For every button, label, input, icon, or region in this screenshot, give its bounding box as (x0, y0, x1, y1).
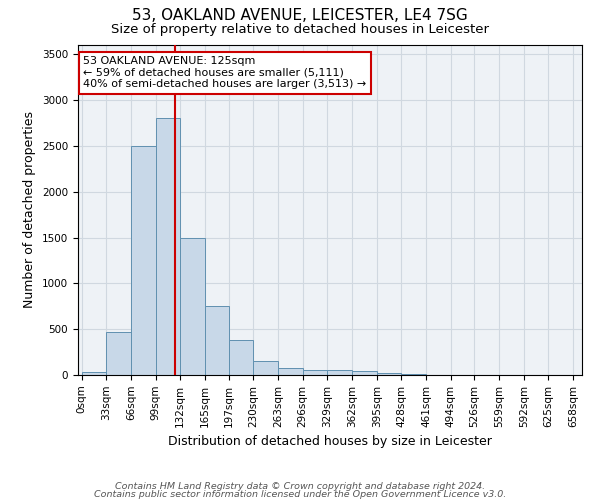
Bar (131, 146, 155, 375)
Text: Contains HM Land Registry data © Crown copyright and database right 2024.: Contains HM Land Registry data © Crown c… (115, 482, 485, 491)
Bar (229, 340, 253, 375)
Text: Contains public sector information licensed under the Open Government Licence v3: Contains public sector information licen… (94, 490, 506, 499)
Bar (82, 372, 106, 375)
Bar (253, 361, 278, 375)
Text: 53 OAKLAND AVENUE: 125sqm
← 59% of detached houses are smaller (5,111)
40% of se: 53 OAKLAND AVENUE: 125sqm ← 59% of detac… (83, 56, 367, 89)
Bar (205, 306, 229, 375)
Bar (401, 374, 426, 375)
Text: Size of property relative to detached houses in Leicester: Size of property relative to detached ho… (111, 22, 489, 36)
Bar (155, 118, 180, 375)
Bar (352, 372, 377, 375)
Bar (278, 368, 303, 375)
X-axis label: Distribution of detached houses by size in Leicester: Distribution of detached houses by size … (168, 435, 492, 448)
Text: 53, OAKLAND AVENUE, LEICESTER, LE4 7SG: 53, OAKLAND AVENUE, LEICESTER, LE4 7SG (132, 8, 468, 22)
Y-axis label: Number of detached properties: Number of detached properties (23, 112, 37, 308)
Bar (377, 373, 401, 375)
Bar (106, 332, 131, 375)
Bar (303, 370, 328, 375)
Bar (328, 370, 352, 375)
Bar (180, 238, 205, 375)
